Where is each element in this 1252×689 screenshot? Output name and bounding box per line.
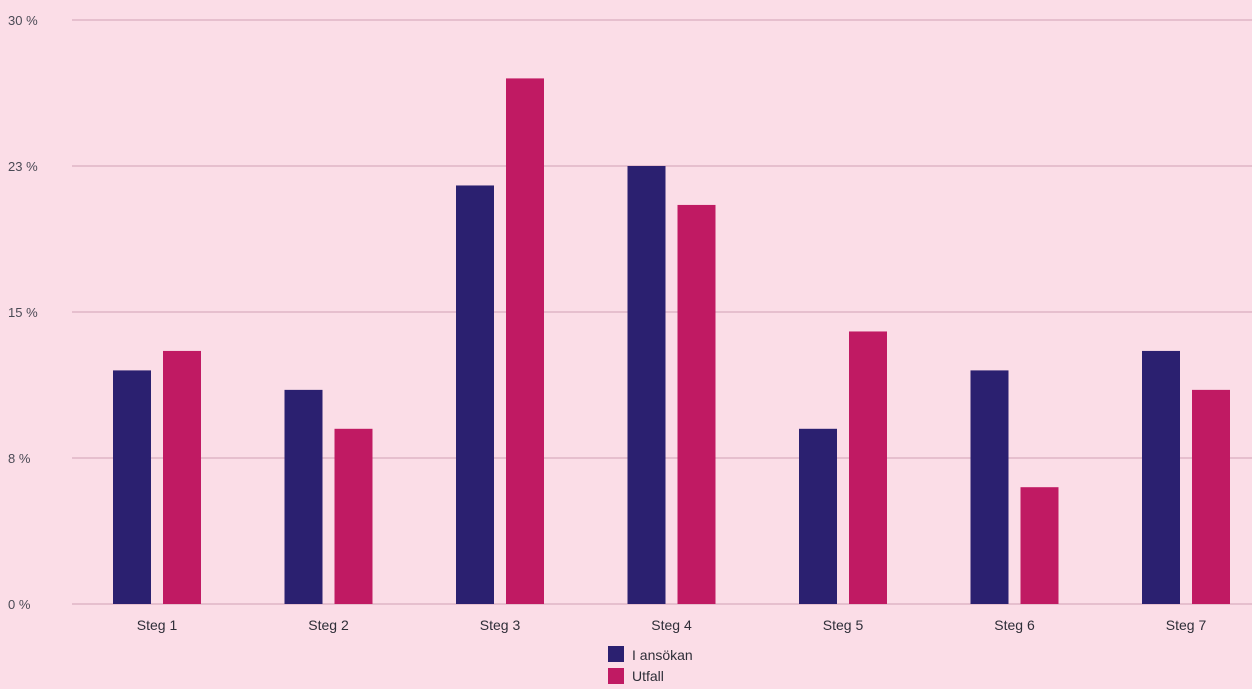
bar-i-ansokan-1: [113, 370, 151, 604]
bar-i-ansokan-2: [284, 389, 323, 604]
y-tick-label: 8 %: [8, 451, 31, 466]
bar-utfall-4: [677, 204, 716, 604]
y-tick-label: 23 %: [8, 159, 38, 174]
x-tick-label: Steg 6: [994, 617, 1035, 633]
x-tick-label: Steg 3: [480, 617, 521, 633]
y-tick-label: 30 %: [8, 13, 38, 28]
bar-i-ansokan-3: [456, 185, 494, 604]
x-tick-label: Steg 2: [308, 617, 349, 633]
bar-utfall-2: [334, 428, 373, 604]
x-tick-label: Steg 4: [651, 617, 692, 633]
bar-i-ansokan-7: [1142, 350, 1180, 604]
legend-swatch-i-ansokan: [608, 646, 624, 662]
x-axis: Steg 1 Steg 2 Steg 3 Steg 4 Steg 5 Steg 6 Steg…: [137, 617, 1207, 633]
bar-utfall-6: [1020, 487, 1059, 604]
bar-i-ansokan-6: [970, 370, 1009, 604]
bar-utfall-5: [849, 331, 887, 604]
bar-utfall-1: [163, 350, 201, 604]
x-tick-label: Steg 7: [1166, 617, 1207, 633]
legend: I ansökan Utfall: [608, 646, 693, 684]
bar-i-ansokan-5: [799, 428, 837, 604]
bars: [113, 78, 1230, 604]
y-tick-label: 15 %: [8, 305, 38, 320]
legend-label-utfall: Utfall: [632, 668, 664, 684]
legend-label-i-ansokan: I ansökan: [632, 647, 693, 663]
y-axis: 0 % 8 % 15 % 23 % 30 %: [8, 13, 38, 612]
x-tick-label: Steg 5: [823, 617, 864, 633]
bar-utfall-3: [506, 78, 544, 604]
legend-swatch-utfall: [608, 668, 624, 684]
bar-utfall-7: [1192, 389, 1230, 604]
y-tick-label: 0 %: [8, 597, 31, 612]
bar-i-ansokan-4: [627, 166, 666, 604]
x-tick-label: Steg 1: [137, 617, 178, 633]
